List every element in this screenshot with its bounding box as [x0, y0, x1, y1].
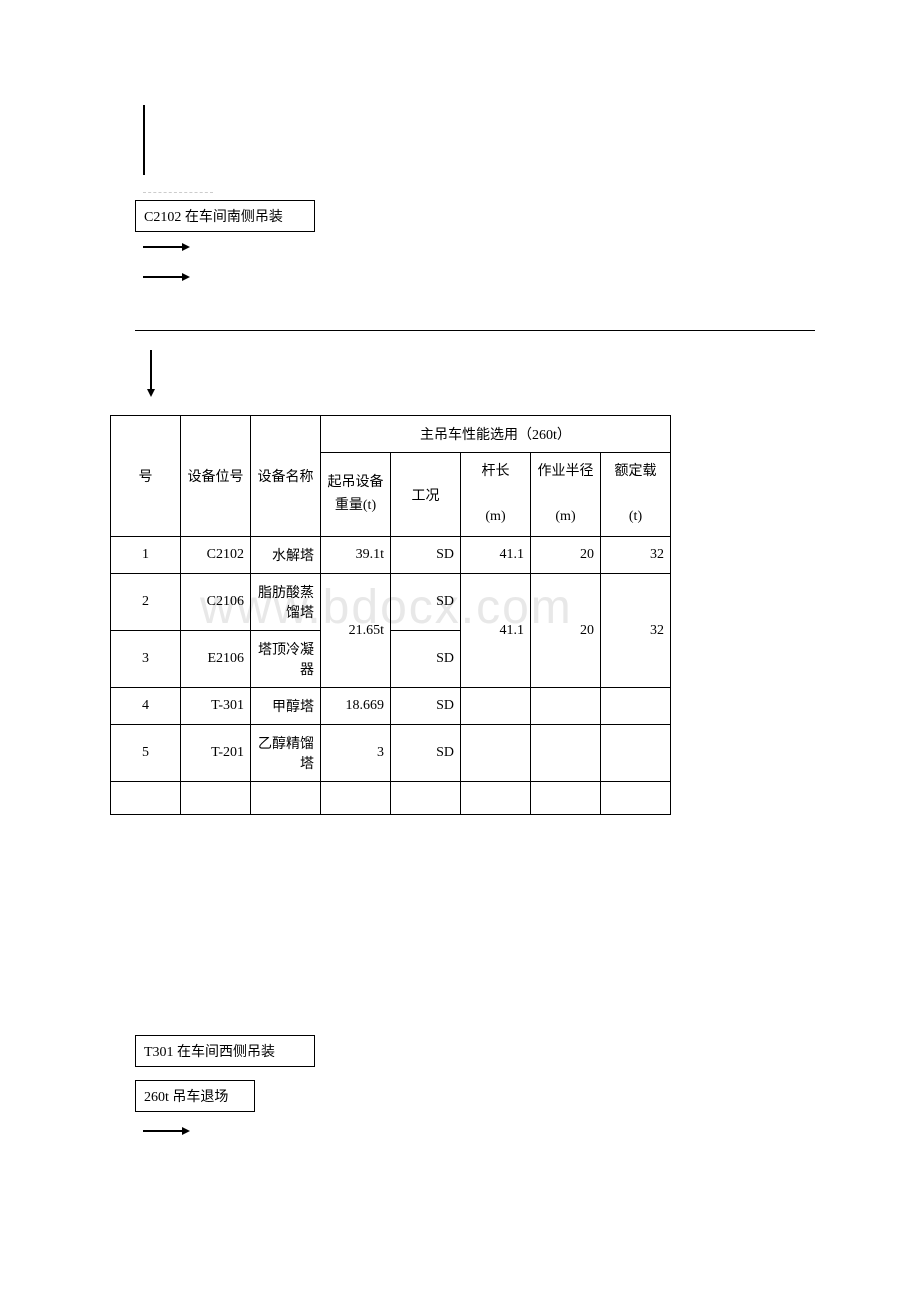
cell-load — [601, 688, 671, 725]
cell-radius: 20 — [531, 537, 601, 574]
header-radius: 作业半径 (m) — [531, 453, 601, 537]
cell-name: 水解塔 — [251, 537, 321, 574]
cell-pos: E2106 — [181, 631, 251, 688]
cell-num: 4 — [111, 688, 181, 725]
table-row: 5 T-201 乙醇精馏塔 3 SD — [111, 725, 671, 782]
cell-weight: 39.1t — [321, 537, 391, 574]
cell-radius — [531, 725, 601, 782]
cell-weight: 3 — [321, 725, 391, 782]
cell-name: 塔顶冷凝器 — [251, 631, 321, 688]
cell-weight: 18.669 — [321, 688, 391, 725]
table-row: 2 C2106 脂肪酸蒸馏塔 21.65t SD 41.1 20 32 — [111, 574, 671, 631]
cell-empty — [601, 782, 671, 815]
header-rod-label: 杆长 — [482, 464, 510, 479]
cell-empty — [181, 782, 251, 815]
cell-name: 乙醇精馏塔 — [251, 725, 321, 782]
cell-radius — [531, 688, 601, 725]
table-header-row-1: 号 设备位号 设备名称 主吊车性能选用（260t） — [111, 416, 671, 453]
table-row: 1 C2102 水解塔 39.1t SD 41.1 20 32 — [111, 537, 671, 574]
cell-num: 2 — [111, 574, 181, 631]
cell-empty — [531, 782, 601, 815]
cell-weight: 21.65t — [321, 574, 391, 688]
cell-pos: C2106 — [181, 574, 251, 631]
cell-cond: SD — [391, 688, 461, 725]
cell-load: 32 — [601, 537, 671, 574]
arrow-1 — [143, 246, 188, 248]
header-load-unit: (t) — [629, 509, 642, 524]
cell-load — [601, 725, 671, 782]
cell-load: 32 — [601, 574, 671, 688]
box-c2102: C2102 在车间南侧吊装 — [135, 200, 315, 232]
header-main: 主吊车性能选用（260t） — [321, 416, 671, 453]
cell-pos: T-201 — [181, 725, 251, 782]
cell-empty — [321, 782, 391, 815]
table-row-empty — [111, 782, 671, 815]
horizontal-rule — [135, 330, 815, 331]
header-radius-label: 作业半径 — [538, 464, 594, 479]
cell-num: 1 — [111, 537, 181, 574]
header-load: 额定载 (t) — [601, 453, 671, 537]
arrow-down — [150, 350, 152, 395]
cell-empty — [111, 782, 181, 815]
cell-num: 3 — [111, 631, 181, 688]
cell-cond: SD — [391, 574, 461, 631]
header-cond: 工况 — [391, 453, 461, 537]
header-num: 号 — [111, 416, 181, 537]
header-pos: 设备位号 — [181, 416, 251, 537]
cell-empty — [391, 782, 461, 815]
header-rod: 杆长 (m) — [461, 453, 531, 537]
dashed-line — [143, 192, 213, 193]
header-rod-unit: (m) — [485, 509, 505, 524]
vertical-line-top — [143, 105, 145, 175]
box-260t: 260t 吊车退场 — [135, 1080, 255, 1112]
table-row: 4 T-301 甲醇塔 18.669 SD — [111, 688, 671, 725]
cell-cond: SD — [391, 725, 461, 782]
header-radius-unit: (m) — [555, 509, 575, 524]
cell-empty — [461, 782, 531, 815]
cell-pos: T-301 — [181, 688, 251, 725]
cell-name: 甲醇塔 — [251, 688, 321, 725]
cell-rod: 41.1 — [461, 574, 531, 688]
header-name: 设备名称 — [251, 416, 321, 537]
cell-radius: 20 — [531, 574, 601, 688]
box-t301: T301 在车间西侧吊装 — [135, 1035, 315, 1067]
cell-empty — [251, 782, 321, 815]
cell-cond: SD — [391, 631, 461, 688]
cell-num: 5 — [111, 725, 181, 782]
cell-cond: SD — [391, 537, 461, 574]
cell-name: 脂肪酸蒸馏塔 — [251, 574, 321, 631]
cell-rod: 41.1 — [461, 537, 531, 574]
cell-pos: C2102 — [181, 537, 251, 574]
arrow-2 — [143, 276, 188, 278]
header-weight: 起吊设备重量(t) — [321, 453, 391, 537]
header-load-label: 额定载 — [615, 464, 657, 479]
cell-rod — [461, 688, 531, 725]
crane-table: 号 设备位号 设备名称 主吊车性能选用（260t） 起吊设备重量(t) 工况 杆… — [110, 415, 671, 815]
arrow-3 — [143, 1130, 188, 1132]
cell-rod — [461, 725, 531, 782]
